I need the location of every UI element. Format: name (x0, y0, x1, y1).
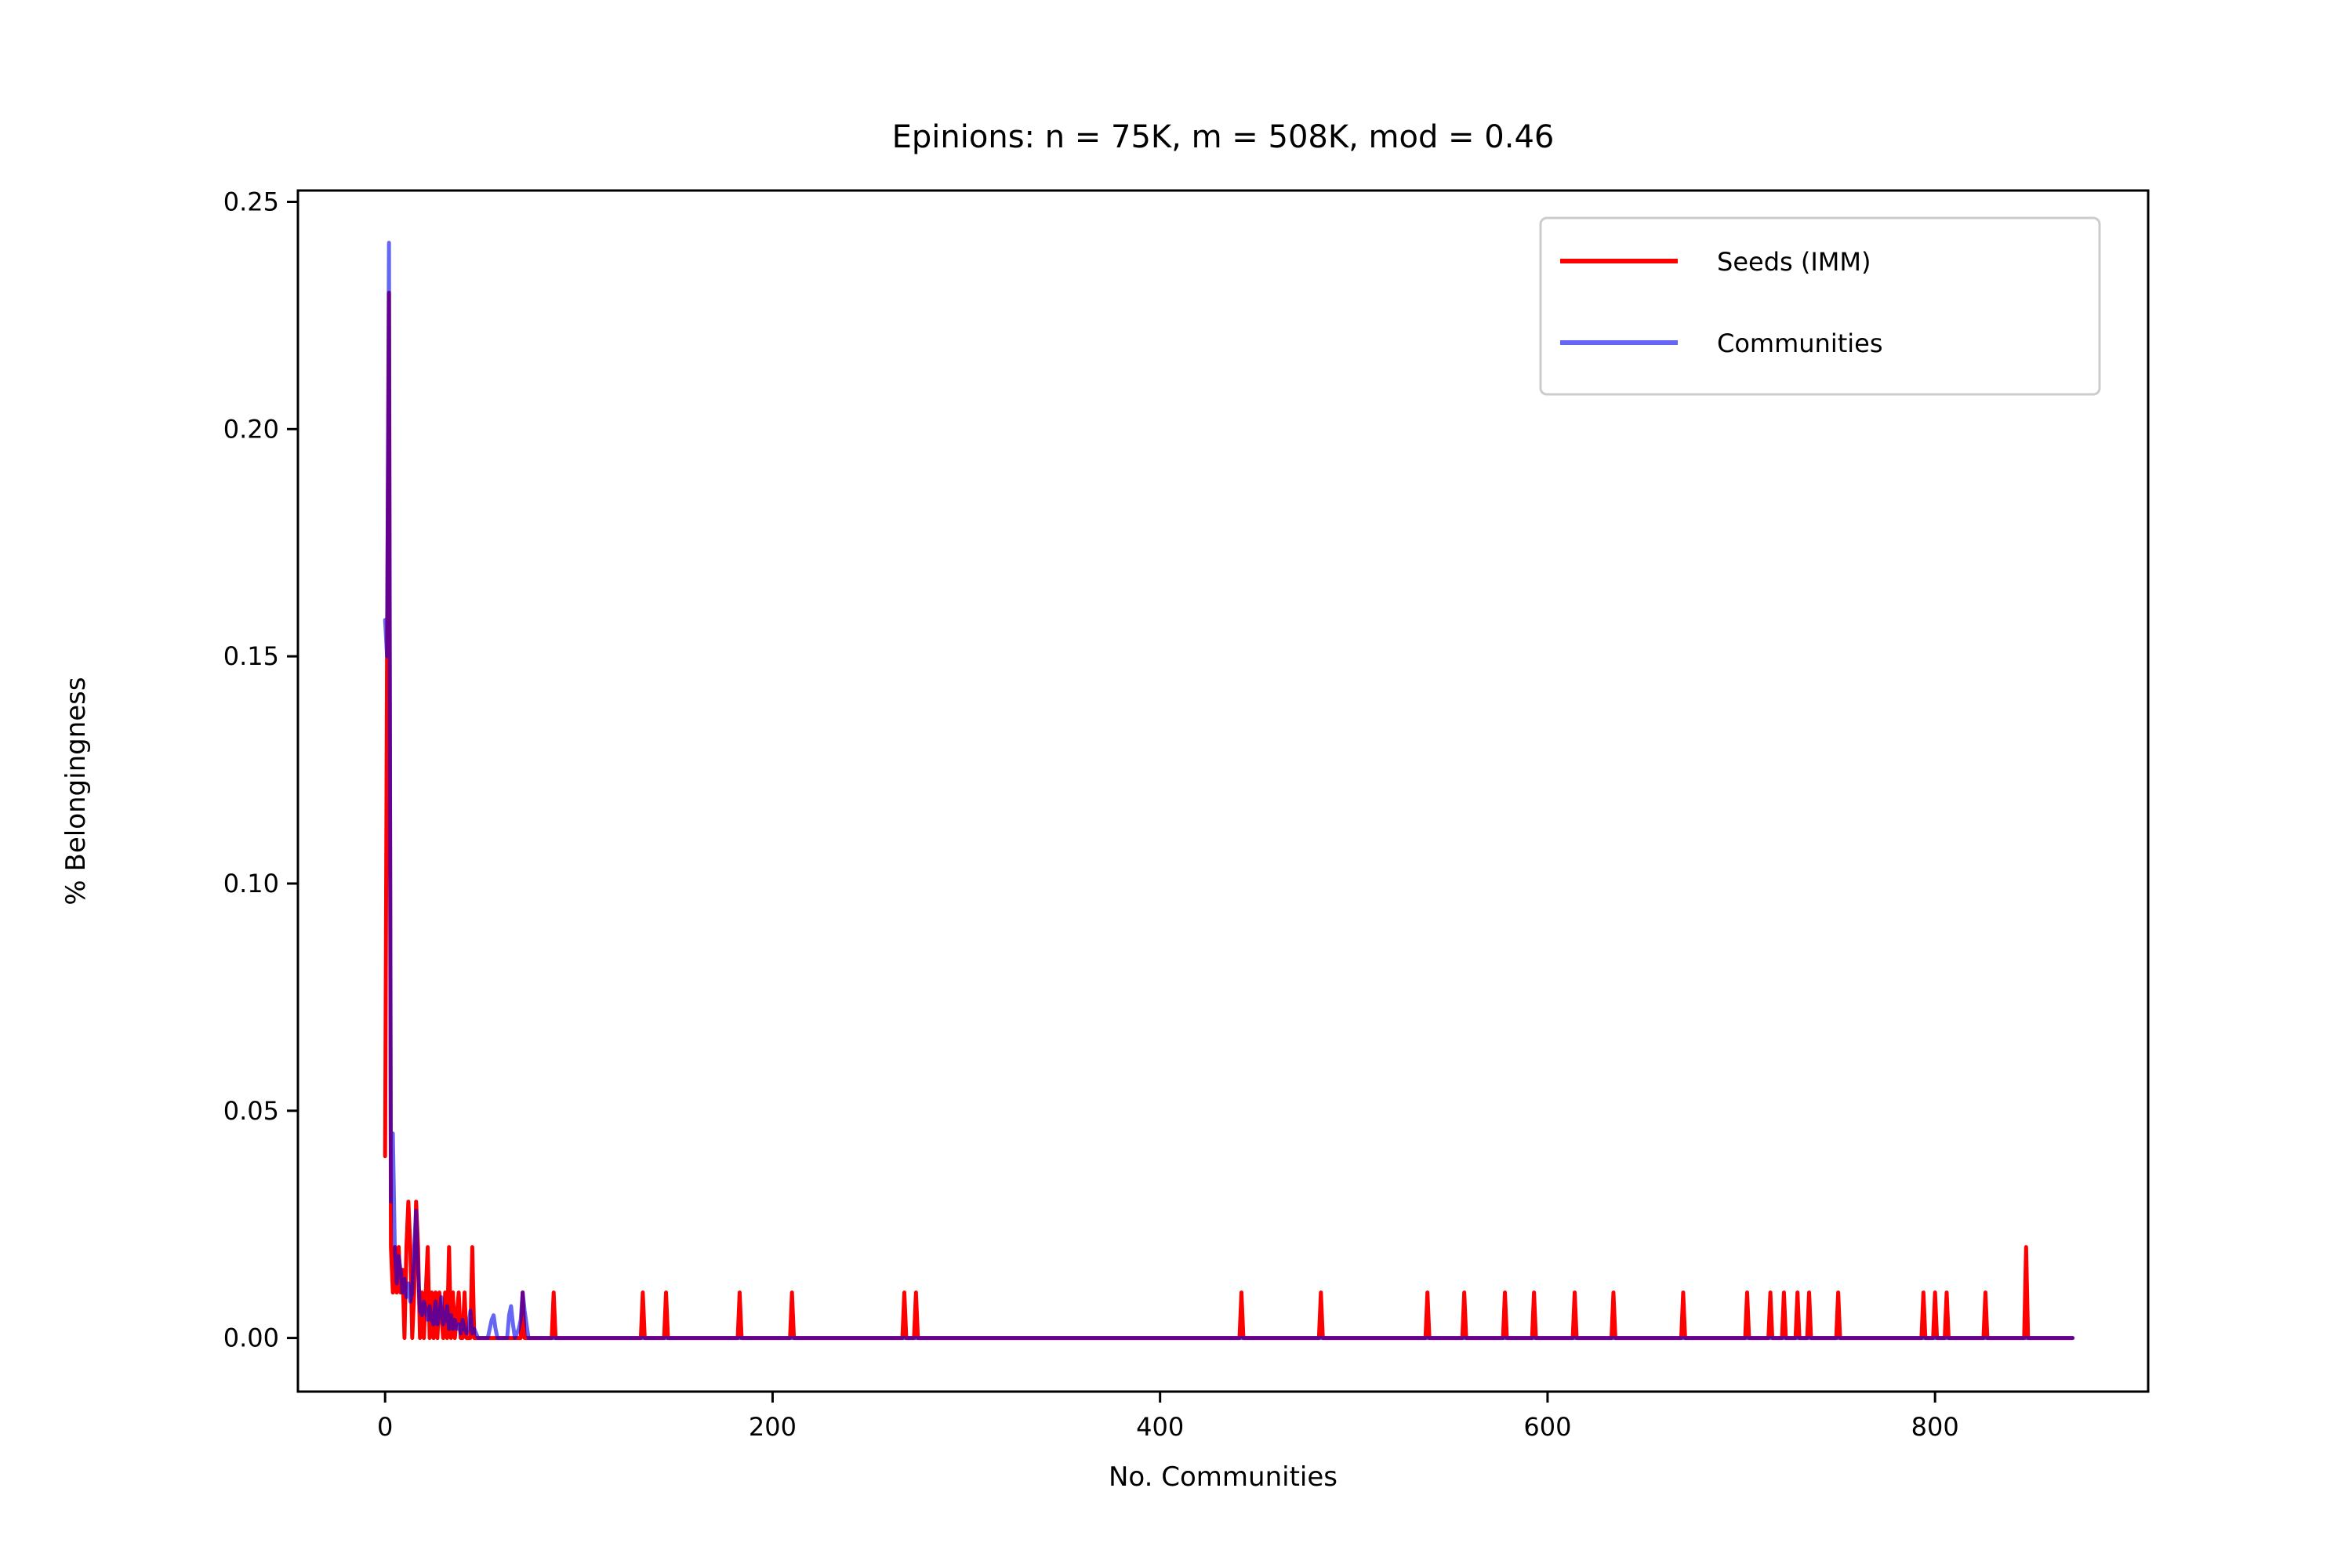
x-tick-label: 600 (1523, 1412, 1571, 1442)
legend: Seeds (IMM) Communities (1539, 216, 2101, 396)
x-tick-label: 800 (1911, 1412, 1959, 1442)
y-tick-label: 0.20 (223, 414, 279, 444)
x-axis-label: No. Communities (1109, 1461, 1338, 1493)
chart-title: Epinions: n = 75K, m = 508K, mod = 0.46 (892, 119, 1555, 155)
y-tick-label: 0.15 (223, 641, 279, 671)
y-axis-ticks: 0.00 0.05 0.10 0.15 0.20 0.25 (223, 187, 298, 1353)
y-tick-label: 0.05 (223, 1096, 279, 1126)
legend-label: Communities (1717, 328, 1883, 358)
x-tick-label: 200 (749, 1412, 797, 1442)
legend-label: Seeds (IMM) (1717, 247, 1871, 277)
legend-box (1539, 216, 2101, 396)
y-tick-label: 0.25 (223, 187, 279, 216)
y-axis-label: % Belongingness (60, 677, 92, 905)
y-tick-label: 0.00 (223, 1323, 279, 1353)
x-axis-ticks: 0 200 400 600 800 (377, 1392, 1959, 1442)
axes-frame (296, 189, 2150, 1393)
series-layer (383, 241, 2075, 1341)
x-tick-label: 0 (377, 1412, 393, 1442)
x-tick-label: 400 (1136, 1412, 1184, 1442)
series-line-communities (383, 241, 2075, 1341)
y-tick-label: 0.10 (223, 869, 279, 898)
